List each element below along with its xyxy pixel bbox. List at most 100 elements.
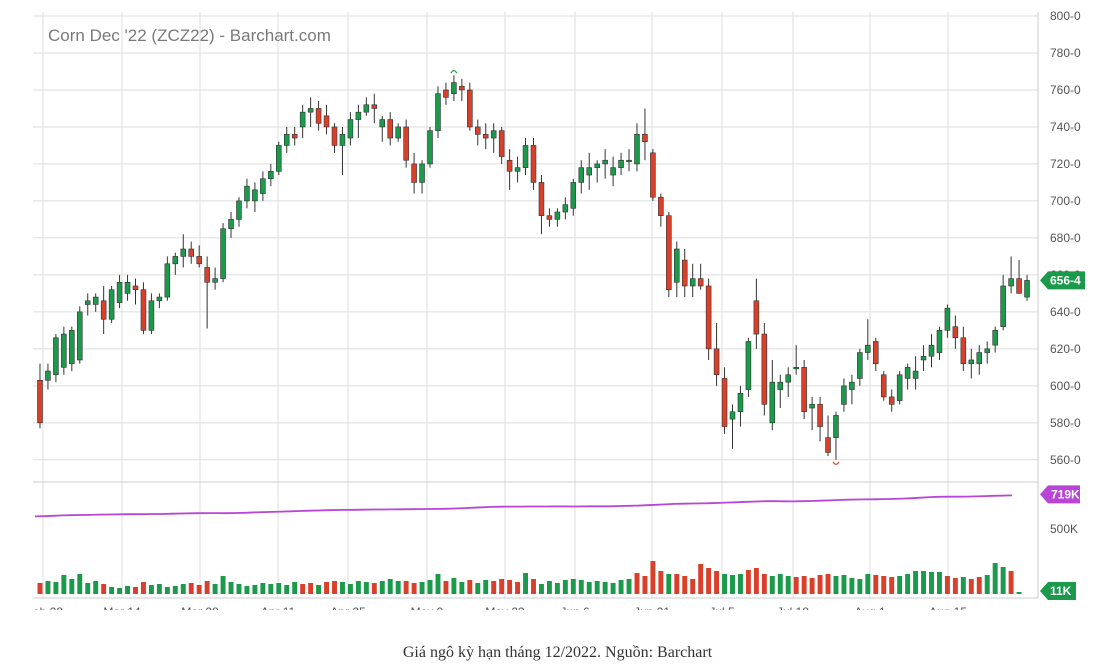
x-tick-label: Jul 5 bbox=[709, 605, 735, 610]
volume-bar-down bbox=[761, 574, 767, 594]
volume-bar-up bbox=[578, 580, 584, 594]
volume-bar-down bbox=[889, 577, 895, 594]
volume-bar-up bbox=[53, 582, 59, 594]
candle-up bbox=[53, 337, 59, 376]
volume-bar-down bbox=[698, 564, 704, 594]
high-marker bbox=[450, 70, 458, 74]
volume-bar-down bbox=[658, 571, 664, 594]
candle-down bbox=[459, 85, 465, 91]
volume-bar-down bbox=[634, 573, 640, 594]
volume-bar-up bbox=[475, 583, 481, 594]
candle-down bbox=[721, 378, 728, 427]
candle-up bbox=[156, 296, 163, 302]
volume-bar-up bbox=[355, 581, 361, 594]
volume-bar-up bbox=[483, 580, 489, 594]
volume-bar-up bbox=[833, 576, 839, 594]
y-tick-label: 580-0 bbox=[1050, 416, 1081, 430]
volume-bar-up bbox=[960, 577, 966, 594]
x-tick-label: Jul 18 bbox=[777, 605, 809, 610]
candle-up bbox=[379, 119, 386, 128]
volume-bar-down bbox=[531, 579, 536, 594]
volume-bar-up bbox=[164, 587, 170, 594]
volume-bar-up bbox=[220, 576, 226, 594]
candle-down bbox=[753, 300, 760, 335]
last-price-label: 656-4 bbox=[1050, 273, 1081, 287]
candle-up bbox=[865, 344, 871, 353]
volume-bar-down bbox=[952, 578, 958, 594]
volume-bar-down bbox=[140, 582, 146, 594]
volume-bar-up bbox=[618, 580, 624, 594]
volume-bar-down bbox=[753, 568, 759, 594]
candle-up bbox=[522, 145, 529, 168]
candle-up bbox=[737, 392, 744, 413]
candle-up bbox=[108, 289, 115, 320]
candle-up bbox=[849, 381, 855, 390]
candle-up bbox=[244, 185, 250, 202]
x-tick-label: May 23 bbox=[485, 605, 525, 610]
candle-down bbox=[387, 119, 393, 139]
volume-bar-down bbox=[371, 583, 377, 594]
candle-up bbox=[745, 341, 752, 390]
volume-bar-down bbox=[101, 584, 107, 594]
volume-bar-up bbox=[626, 579, 632, 594]
volume-bar-up bbox=[268, 584, 274, 594]
volume-bar-up bbox=[929, 572, 934, 594]
volume-bar-down bbox=[642, 576, 648, 594]
candle-up bbox=[268, 171, 274, 180]
candle-up bbox=[984, 348, 990, 353]
volume-bar-up bbox=[61, 575, 67, 594]
volume-bar-down bbox=[650, 561, 656, 594]
candle-up bbox=[578, 167, 585, 183]
candle-down bbox=[291, 134, 298, 139]
volume-bar-up bbox=[379, 581, 385, 594]
volume-bar-down bbox=[714, 571, 720, 594]
oi-tick-label: 500K bbox=[1050, 522, 1078, 536]
volume-bar-up bbox=[435, 574, 441, 594]
volume-bar-up bbox=[109, 587, 115, 594]
candle-down bbox=[681, 259, 688, 287]
volume-bar-up bbox=[395, 581, 401, 594]
x-tick-label: Aug 1 bbox=[854, 605, 886, 610]
volume-bar-up bbox=[236, 584, 242, 594]
candle-up bbox=[570, 182, 577, 209]
x-tick-label: Apr 25 bbox=[330, 605, 366, 610]
volume-bar-up bbox=[85, 583, 91, 594]
candle-down bbox=[140, 289, 147, 331]
x-tick-label: May 9 bbox=[411, 605, 444, 610]
volume-bar-up bbox=[228, 582, 234, 594]
volume-bar-up bbox=[602, 582, 608, 594]
candle-up bbox=[164, 263, 171, 298]
candle-up bbox=[45, 370, 51, 381]
candle-down bbox=[475, 126, 481, 135]
candle-down bbox=[132, 285, 139, 290]
volume-bar-up bbox=[451, 578, 457, 594]
candle-up bbox=[602, 159, 608, 165]
volume-bar-down bbox=[881, 576, 887, 594]
volume-bar-down bbox=[968, 579, 974, 594]
y-tick-label: 800-0 bbox=[1050, 9, 1081, 23]
volume-badge bbox=[1040, 582, 1076, 600]
candle-up bbox=[729, 411, 736, 420]
candle-down bbox=[482, 134, 489, 139]
candle-down bbox=[888, 396, 895, 405]
chart-title: Corn Dec '22 (ZCZ22) - Barchart.com bbox=[48, 26, 331, 45]
candle-up bbox=[793, 367, 799, 370]
candle-down bbox=[331, 126, 338, 146]
volume-bar-down bbox=[188, 583, 194, 594]
y-tick-label: 760-0 bbox=[1050, 83, 1081, 97]
y-tick-label: 700-0 bbox=[1050, 194, 1081, 208]
candle-down bbox=[506, 159, 513, 172]
candle-down bbox=[697, 278, 704, 287]
candle-up bbox=[283, 134, 290, 146]
volume-bar-up bbox=[180, 584, 186, 594]
candle-up bbox=[92, 296, 99, 305]
candle-up bbox=[586, 167, 592, 176]
candle-down bbox=[952, 326, 959, 339]
y-tick-label: 620-0 bbox=[1050, 342, 1081, 356]
candle-down bbox=[403, 126, 409, 161]
volume-bar-down bbox=[507, 580, 513, 594]
candle-up bbox=[395, 126, 401, 139]
candle-down bbox=[188, 248, 194, 257]
candle-up bbox=[896, 374, 903, 401]
price-chart-svg: 560-0580-0600-0620-0640-0660-0680-0700-0… bbox=[33, 9, 1085, 610]
